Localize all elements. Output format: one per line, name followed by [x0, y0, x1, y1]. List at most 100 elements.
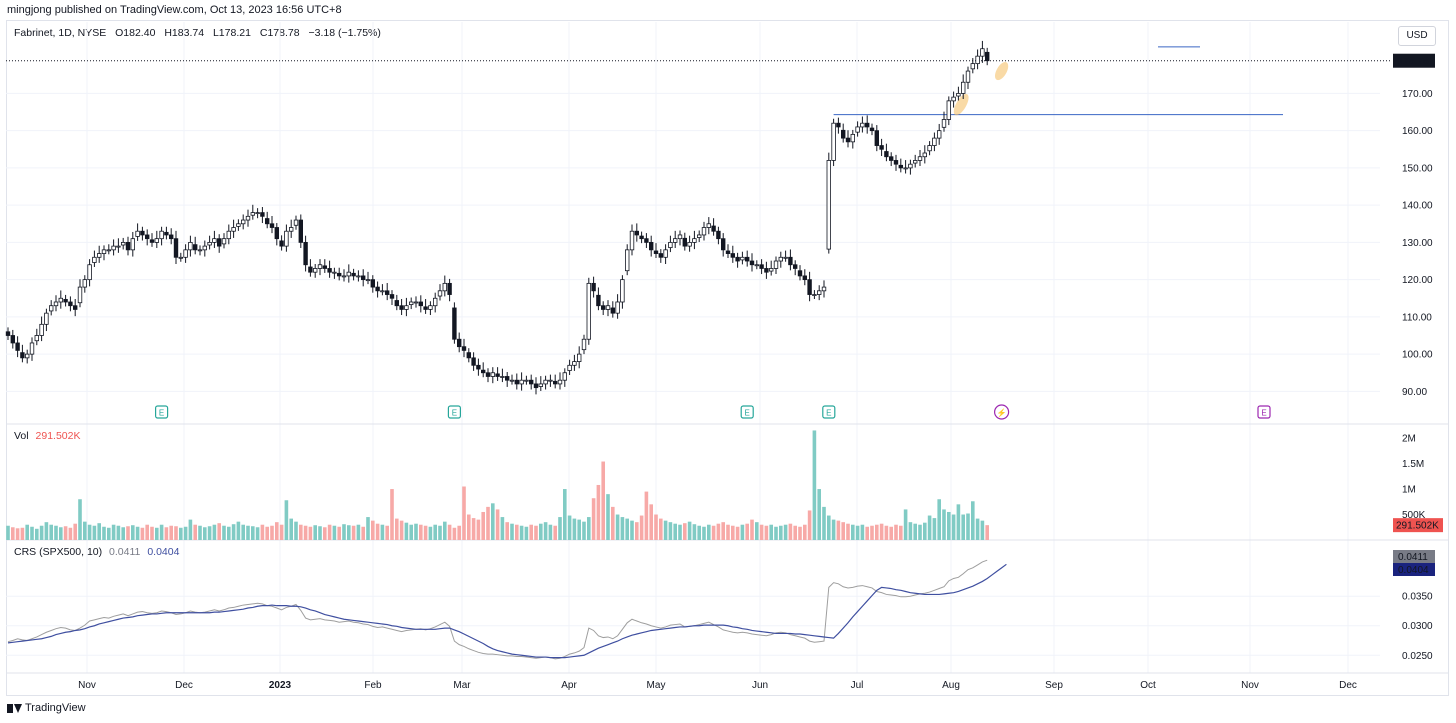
candle-body	[404, 305, 409, 310]
candle-body	[394, 300, 399, 307]
volume-bar	[251, 526, 255, 540]
open-value: O182.40	[115, 27, 156, 39]
volume-bar	[11, 527, 15, 540]
candle-body	[956, 93, 961, 97]
candle-body	[490, 372, 495, 377]
earnings-icon	[155, 405, 169, 419]
candle-body	[629, 230, 635, 251]
candle-body	[884, 151, 889, 158]
volume-value-label: 291.502K	[1396, 521, 1439, 532]
candle-body	[293, 219, 299, 226]
volume-bar	[572, 518, 577, 540]
volume-bar	[807, 510, 812, 540]
candle-body	[240, 219, 246, 225]
crs-legend[interactable]: CRS (SPX500, 10) 0.0411 0.0404	[14, 546, 179, 558]
candle-body	[456, 338, 462, 348]
volume-bar	[711, 525, 716, 540]
candle-body	[529, 379, 534, 385]
price-tick-label: 130.00	[1402, 238, 1433, 249]
last-price-label: 178.78	[1398, 56, 1429, 67]
volume-bar	[73, 523, 77, 540]
volume-bar	[639, 515, 644, 540]
candle-body	[149, 239, 155, 243]
candle-body	[778, 256, 783, 262]
volume-bar	[203, 527, 207, 540]
x-axis: Nov Dec 2023 Feb Mar Apr May Jun Jul Aug Sep Oct Nov…	[78, 680, 1357, 691]
volume-bar	[678, 524, 682, 540]
volume-bar	[59, 527, 63, 540]
symbol-legend[interactable]: Fabrinet, 1D, NYSE O182.40 H183.74 L178.…	[14, 27, 387, 39]
candle-body	[327, 268, 332, 273]
volume-bar	[558, 517, 562, 540]
volume-bar	[606, 494, 610, 540]
volume-bar	[241, 524, 245, 540]
candle-body	[572, 361, 577, 366]
volume-label: Vol	[14, 430, 29, 442]
candle-body	[754, 264, 759, 267]
candle-body	[116, 245, 121, 248]
candle-body	[317, 264, 323, 269]
volume-bar	[855, 525, 860, 540]
candle-body	[596, 294, 601, 307]
pane-separators	[6, 423, 1449, 674]
volume-bar	[601, 461, 605, 540]
candle-body	[845, 137, 851, 143]
volume-bar	[731, 525, 735, 540]
volume-bar	[414, 523, 418, 540]
candle-body	[687, 241, 692, 247]
candle-body	[255, 212, 260, 215]
chart-svg[interactable]: E E E E ⚡ E 90.00 100.00 110.00 120.00 130.00 140.…	[0, 0, 1456, 700]
volume-bar	[207, 526, 212, 540]
volume-tick-label: 1M	[1402, 485, 1416, 496]
currency-button[interactable]: USD	[1398, 26, 1436, 46]
volume-bar	[423, 525, 428, 540]
candle-body	[97, 253, 102, 258]
candle-body	[279, 240, 284, 247]
candle-body	[298, 219, 303, 243]
candle-body	[418, 301, 423, 307]
candle-body	[605, 305, 611, 310]
event-markers: E E E E ⚡ E	[155, 404, 1271, 420]
candle-body	[802, 275, 807, 281]
symbol-name[interactable]: Fabrinet, 1D, NYSE	[14, 27, 107, 39]
candle-body	[764, 268, 769, 273]
volume-bar	[927, 515, 932, 540]
volume-bar	[913, 523, 917, 540]
candle-body	[399, 305, 404, 310]
volume-bar	[481, 511, 485, 540]
candle-body	[615, 301, 620, 314]
last-price-badge	[1393, 53, 1435, 68]
volume-bar	[308, 526, 313, 540]
volume-bar	[918, 524, 922, 540]
volume-bar	[889, 526, 893, 540]
price-tick-label: 170.00	[1402, 89, 1433, 100]
candle-body	[812, 294, 817, 296]
volume-bar	[68, 527, 73, 540]
volume-bar	[303, 525, 308, 540]
y-axis: 90.00 100.00 110.00 120.00 130.00 140.00 150.0…	[1393, 53, 1443, 662]
volume-bar	[433, 524, 437, 540]
volume-bar	[183, 526, 188, 540]
candle-body	[946, 100, 951, 120]
candle-body	[500, 376, 505, 378]
volume-bar	[697, 525, 701, 540]
volume-bar	[529, 524, 533, 540]
crs-value-badge	[1393, 550, 1435, 563]
volume-legend[interactable]: Vol 291.502K	[14, 430, 81, 442]
volume-bar	[159, 524, 164, 540]
volume-bar	[404, 522, 409, 540]
candle-body	[745, 256, 750, 262]
candle-body	[336, 272, 342, 277]
candle-body	[322, 265, 327, 269]
candle-body	[332, 271, 337, 274]
volume-bar	[217, 523, 221, 540]
candle-body	[663, 249, 668, 258]
volume-tick-label: 2M	[1402, 434, 1416, 445]
volume-bar	[395, 518, 399, 540]
time-tick-label: Apr	[561, 680, 577, 691]
volume-bar	[409, 524, 413, 540]
candle-body	[831, 122, 836, 161]
volume-bar	[971, 501, 975, 540]
volume-bar	[692, 524, 697, 540]
volume-bar	[951, 514, 956, 540]
